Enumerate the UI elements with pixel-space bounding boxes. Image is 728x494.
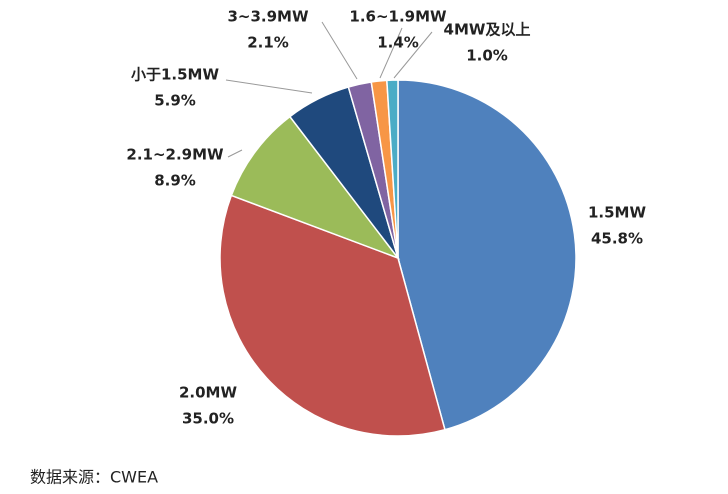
source-note: 数据来源：CWEA (30, 468, 158, 487)
pie-slice (219, 194, 446, 437)
slice-value-label: 2.1% (247, 34, 289, 52)
pie-slice (230, 115, 401, 260)
slice-label: 3~3.9MW (227, 8, 309, 26)
slice-label: 4MW及以上 (444, 21, 531, 39)
slice-value-label: 5.9% (154, 92, 196, 110)
slice-value-label: 8.9% (154, 172, 196, 190)
slice-label: 1.5MW (588, 204, 646, 222)
slice-value-label: 35.0% (182, 410, 234, 428)
pie-slice (386, 79, 399, 259)
leader-line (225, 79, 313, 94)
leader-line (321, 21, 358, 80)
slice-label: 小于1.5MW (131, 66, 219, 84)
slice-value-label: 1.4% (377, 34, 419, 52)
slice-value-label: 45.8% (591, 230, 643, 248)
slice-label: 1.6~1.9MW (349, 8, 447, 26)
leader-line (227, 149, 243, 158)
leader-line (393, 31, 433, 79)
slice-label: 2.1~2.9MW (126, 146, 224, 164)
slice-label: 2.0MW (179, 384, 237, 402)
pie-slice (397, 79, 577, 431)
leader-line (379, 27, 403, 79)
slice-value-label: 1.0% (466, 47, 508, 65)
